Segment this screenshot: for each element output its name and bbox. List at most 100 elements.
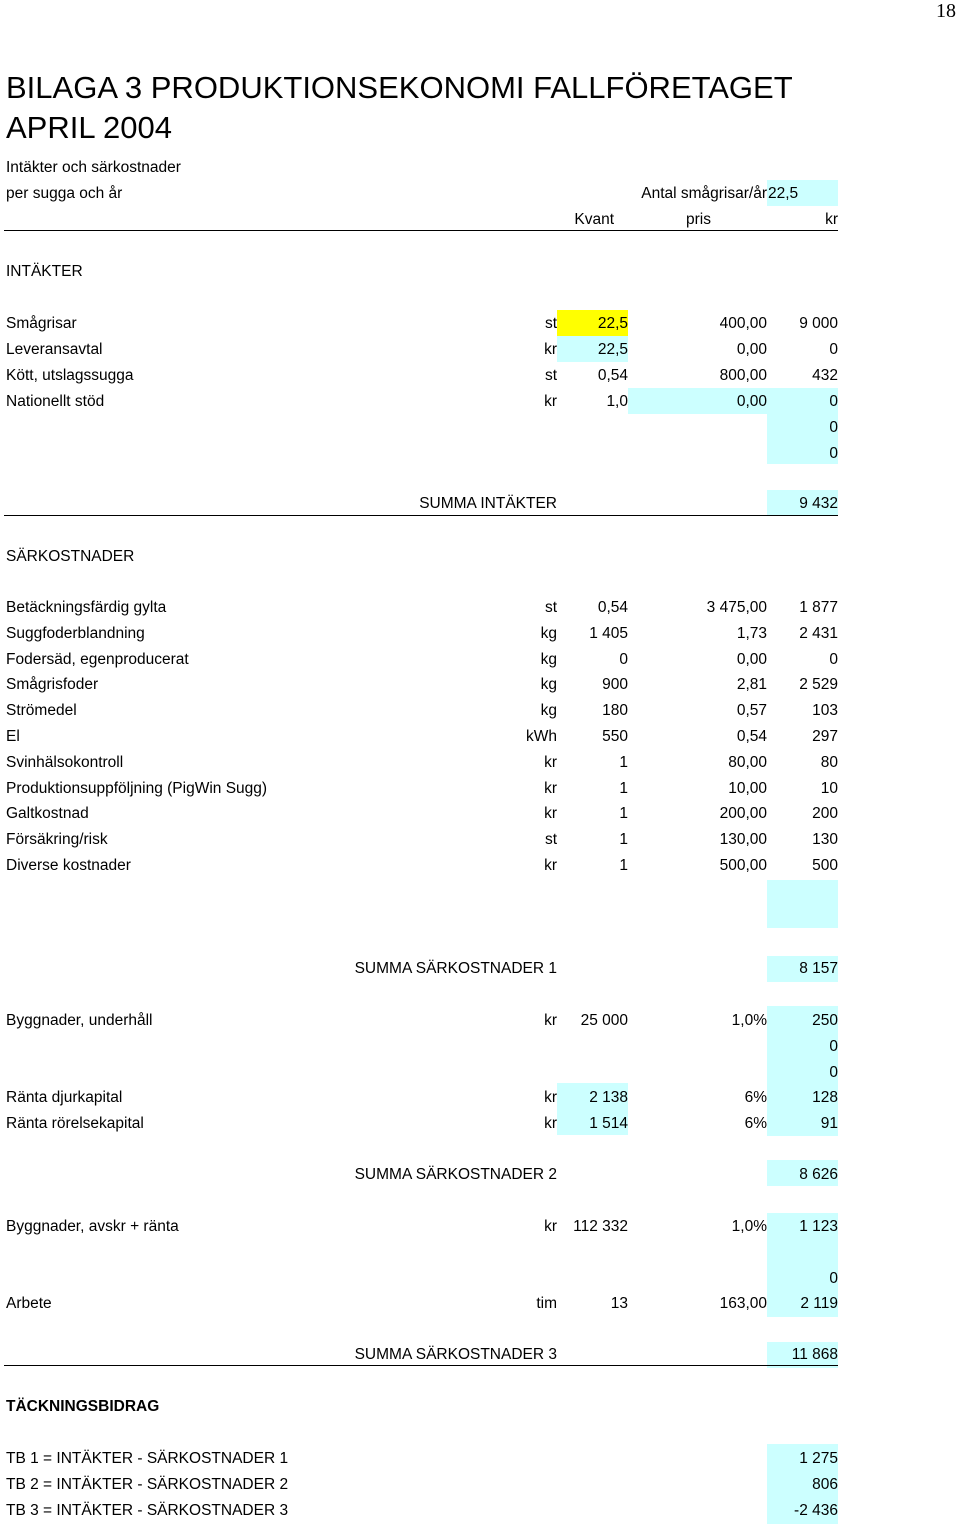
row-amount: 0 [829,393,838,410]
row-price: 800,00 [719,367,767,384]
row-price: 10,00 [728,779,767,797]
row-amount: 297 [812,728,838,745]
header-rule [4,230,838,231]
row-amount: 2 431 [799,624,838,642]
row-unit: st [544,599,557,616]
row-quantity: 22,5 [597,315,628,332]
row-unit: kr [544,341,557,358]
row-unit: kr [544,393,557,410]
row-price: 500,00 [719,857,767,874]
column-header-kvant: Kvant [574,211,614,228]
page-number: 18 [936,0,956,22]
row-quantity: 1 [619,805,628,823]
row-amount: 0 [829,341,838,358]
row-amount: 0 [829,419,838,436]
summa-intakter-label: SUMMA INTÄKTER [419,495,557,512]
row-quantity: 1 [619,753,628,771]
row-unit: kr [544,779,557,797]
row-label: Fodersäd, egenproducerat [6,650,189,668]
row-label: TB 1 = INTÄKTER - SÄRKOSTNADER 1 [6,1450,289,1467]
column-header-kr: kr [825,211,838,228]
sark-blank-shade [767,880,838,928]
row-label: Smågrisfoder [6,676,99,694]
row-quantity: 900 [602,676,628,694]
row-unit: kg [540,650,557,668]
row-price: 3 475,00 [706,599,767,616]
row-label: Ränta rörelsekapital [6,1115,144,1133]
row-unit: kr [544,805,557,823]
row-amount: 432 [812,367,838,384]
group2-shade [767,1006,838,1136]
row-amount: 0 [829,1063,838,1081]
summa-sark2-shade [767,1160,838,1186]
row-quantity: 1 405 [589,624,628,642]
row-amount: 0 [829,650,838,668]
row-quantity: 180 [602,702,628,720]
antal-label: Antal smågrisar/år [641,185,767,202]
row-amount: 500 [812,857,838,874]
row-amount: 1 877 [799,599,838,616]
row-label: Produktionsuppföljning (PigWin Sugg) [6,779,268,797]
row-price: 6% [744,1089,767,1107]
row-amount: 91 [820,1115,838,1133]
row-quantity: 0,54 [597,599,628,616]
summa-sark1-label: SUMMA SÄRKOSTNADER 1 [354,960,557,977]
row-amount: 10 [820,779,838,797]
row-amount: -2 436 [794,1502,838,1519]
row-unit: kg [540,702,557,720]
row-label: Strömedel [6,702,77,720]
row-price: 6% [744,1115,767,1133]
leveransavtal-qty-shade [557,336,628,362]
row-quantity: 0,54 [597,367,628,384]
summa-sark1-amount: 8 157 [799,960,838,977]
row-amount: 103 [812,702,838,720]
section-heading-intakter: INTÄKTER [6,263,83,280]
row-label: Galtkostnad [6,805,89,823]
summa-sark3-amount: 11 868 [791,1346,838,1363]
row-quantity: 550 [602,728,628,745]
row-amount: 2 119 [800,1295,838,1313]
row-amount: 250 [812,1012,838,1029]
row-unit: st [544,315,557,332]
summa-intakter-amount: 9 432 [799,495,838,512]
row-label: Betäckningsfärdig gylta [6,599,167,616]
row-label: Leveransavtal [6,341,103,358]
row-unit: kg [540,624,557,642]
row-label: Nationellt stöd [6,393,105,410]
row-amount: 1 123 [799,1218,838,1235]
row-label: Försäkring/risk [6,831,108,849]
smagrisar-qty-shade [557,310,628,336]
antal-value-shade [767,180,838,206]
row-unit: kr [544,857,557,874]
summa-intakter-shade [767,490,838,516]
row-quantity: 22,5 [597,341,628,358]
row-price: 2,81 [736,676,767,694]
summa-sark2-label: SUMMA SÄRKOSTNADER 2 [354,1166,557,1183]
row-label: Suggfoderblandning [6,624,145,642]
row-amount: 1 275 [799,1450,838,1467]
row-quantity: 13 [610,1295,628,1313]
row-unit: kr [544,1012,557,1029]
row-label: TB 3 = INTÄKTER - SÄRKOSTNADER 3 [6,1502,289,1519]
row-label: TB 2 = INTÄKTER - SÄRKOSTNADER 2 [6,1476,289,1493]
row-unit: kr [544,753,557,771]
column-header-pris: pris [686,211,711,228]
ranta-qty-shade [557,1083,628,1135]
row-quantity: 1,0 [606,393,628,410]
row-price: 0,57 [736,702,767,720]
row-amount: 0 [829,445,838,462]
row-quantity: 1 [619,857,628,874]
section-heading-sarkostnader: SÄRKOSTNADER [6,548,135,565]
row-price: 130,00 [719,831,767,849]
row-label: Smågrisar [6,315,77,332]
row-amount: 200 [812,805,838,823]
row-quantity: 25 000 [580,1012,628,1029]
row-label: Diverse kostnader [6,857,131,874]
row-amount: 806 [812,1476,838,1493]
row-unit: kr [544,1089,557,1107]
tb-shade [767,1444,838,1524]
row-label: Byggnader, underhåll [6,1012,153,1029]
row-unit: st [544,367,557,384]
summa-sark2-amount: 8 626 [799,1166,838,1183]
summa-sark3-label: SUMMA SÄRKOSTNADER 3 [354,1346,557,1363]
